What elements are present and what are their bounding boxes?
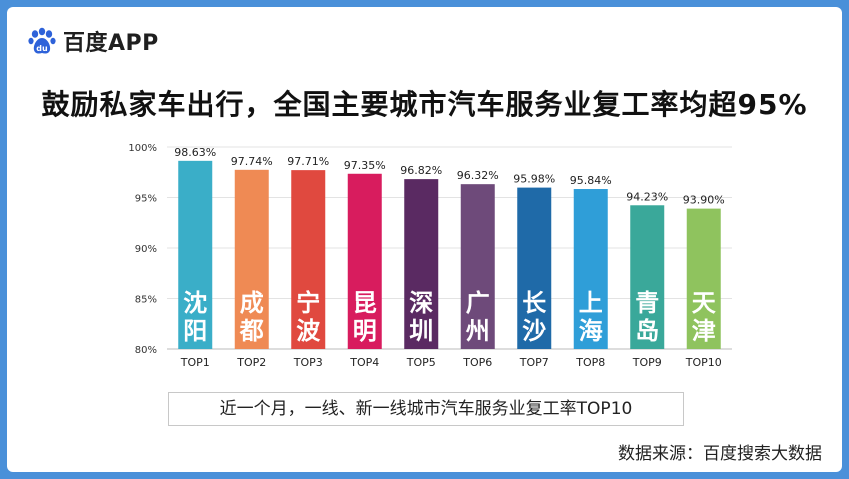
city-label: 都: [239, 317, 264, 345]
city-label: 长: [522, 289, 547, 317]
city-label: 阳: [183, 317, 207, 345]
city-label: 海: [579, 317, 603, 345]
data-label: 97.74%: [231, 155, 273, 168]
bar: [630, 205, 665, 349]
bar: [178, 160, 213, 349]
x-tick-label: TOP10: [685, 356, 722, 369]
city-label: 波: [296, 317, 321, 345]
data-label: 97.35%: [344, 159, 386, 172]
data-label: 93.90%: [683, 194, 725, 207]
x-tick-label: TOP5: [406, 356, 436, 369]
y-tick-label: 85%: [135, 295, 157, 306]
city-label: 岛: [635, 317, 659, 345]
data-label: 94.23%: [626, 190, 668, 203]
city-label: 沙: [522, 317, 546, 345]
bar: [517, 187, 552, 349]
bar: [347, 173, 382, 349]
y-tick-label: 100%: [128, 143, 157, 154]
city-label: 昆: [353, 289, 377, 317]
x-tick-label: TOP4: [349, 356, 379, 369]
city-label: 明: [353, 317, 377, 345]
data-label: 95.98%: [513, 173, 555, 186]
bar: [234, 169, 269, 349]
x-tick-label: TOP1: [180, 356, 210, 369]
y-tick-label: 95%: [135, 194, 157, 205]
data-label: 96.32%: [457, 169, 499, 182]
x-tick-label: TOP7: [519, 356, 549, 369]
city-label: 上: [579, 289, 603, 317]
brand-name: 百度APP: [63, 31, 159, 56]
x-tick-label: TOP2: [236, 356, 266, 369]
city-label: 津: [692, 317, 716, 345]
x-tick-label: TOP6: [462, 356, 492, 369]
city-label: 青: [635, 289, 659, 317]
data-label: 98.63%: [174, 146, 216, 159]
bar: [404, 179, 439, 349]
bar: [573, 189, 608, 349]
data-label: 97.71%: [287, 155, 329, 168]
bar: [460, 184, 495, 349]
data-label: 96.82%: [400, 164, 442, 177]
bar: [291, 170, 326, 349]
infographic-card: du 百度APP 鼓励私家车出行，全国主要城市汽车服务业复工率均超95% 80%…: [7, 7, 842, 472]
x-tick-label: TOP3: [293, 356, 323, 369]
data-label: 95.84%: [570, 174, 612, 187]
x-tick-label: TOP9: [632, 356, 662, 369]
x-tick-label: TOP8: [575, 356, 605, 369]
headline: 鼓励私家车出行，全国主要城市汽车服务业复工率均超95%: [41, 88, 808, 121]
city-label: 广: [466, 289, 490, 317]
y-tick-label: 90%: [135, 244, 157, 255]
city-label: 天: [692, 289, 716, 317]
svg-text:du: du: [36, 44, 48, 53]
city-label: 成: [240, 289, 264, 317]
bar-chart: 80% 85% 90% 95% 100% 98.63% 沈阳 TOP1 97.74% 成都 TOP2…: [128, 143, 732, 369]
city-label: 州: [466, 317, 490, 345]
city-label: 沈: [183, 289, 207, 317]
brand: du 百度APP: [27, 25, 159, 57]
bar: [686, 208, 721, 349]
data-source: 数据来源：百度搜索大数据: [618, 444, 822, 464]
baidu-paw-icon: du: [28, 27, 56, 54]
y-tick-label: 80%: [135, 345, 157, 356]
city-label: 圳: [409, 317, 433, 345]
city-label: 深: [409, 289, 433, 317]
city-label: 宁: [296, 289, 320, 317]
chart-caption: 近一个月，一线、新一线城市汽车服务业复工率TOP10: [168, 392, 684, 426]
